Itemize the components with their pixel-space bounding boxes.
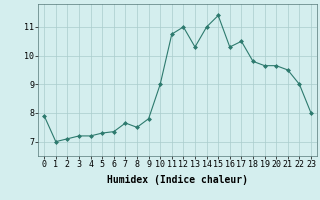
X-axis label: Humidex (Indice chaleur): Humidex (Indice chaleur)	[107, 175, 248, 185]
